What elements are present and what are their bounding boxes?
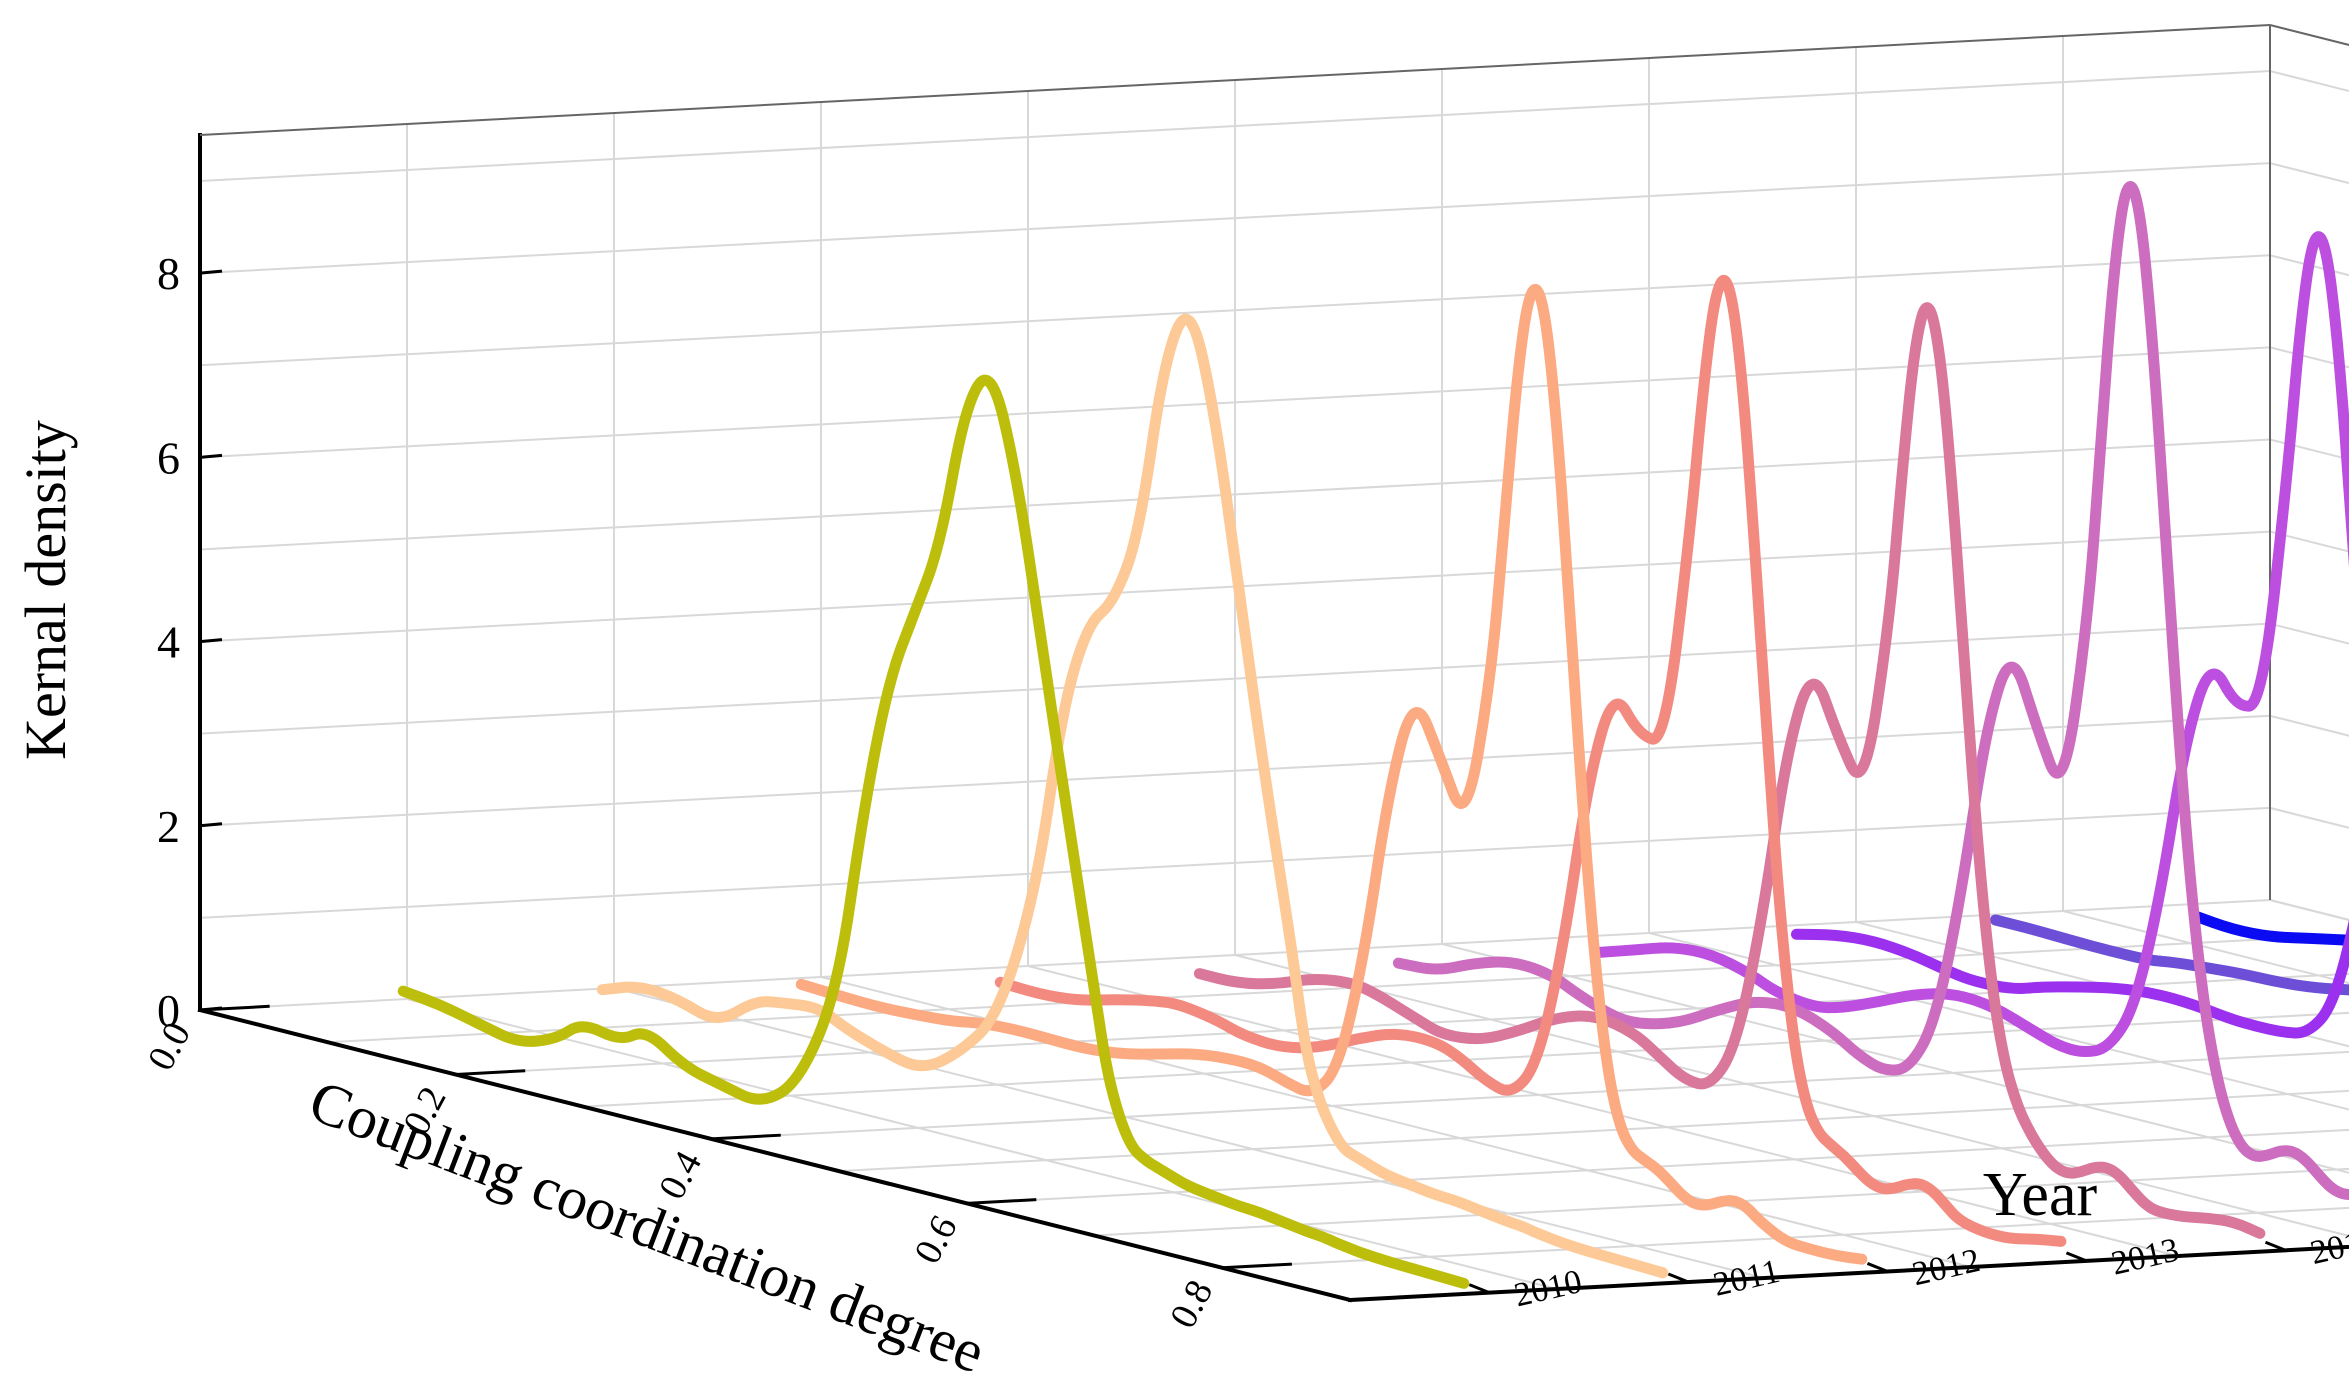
z-axis-title: Kernal density [13,420,78,760]
series-line-2015 [1392,181,2349,1200]
series-line-2017 [1791,919,2349,1039]
year-tick-label: 2013 [2108,1231,2183,1282]
x-tick-label: 0.8 [1162,1273,1221,1335]
z-tick-label: 6 [157,432,180,483]
z-tick-label: 2 [157,801,180,852]
series-line-2012 [795,284,1868,1265]
year-tick-label: 2012 [1909,1242,1984,1293]
year-tick-label: 2011 [1710,1253,1783,1304]
year-tick-label: 2014 [2307,1221,2349,1272]
z-tick-label: 0 [157,985,180,1036]
x-axis-title: Coupling coordination degree [301,1067,994,1385]
year-tick-label: 2010 [1511,1263,1586,1314]
grid [199,25,2349,1301]
series-line-2011 [596,313,1669,1279]
series-line-2018 [1990,914,2349,996]
series-line-2016 [1591,231,2349,1058]
series-line-2014 [1193,302,2266,1239]
series-line-2010 [397,374,1470,1289]
axes-frame [197,24,2349,1303]
z-tick-label: 8 [157,248,180,299]
x-tick-label: 0.0 [140,1016,199,1078]
series-line-2013 [994,274,2067,1247]
y-axis-title: Year [1983,1161,2098,1229]
x-tick-label: 0.6 [906,1209,965,1271]
z-tick-label: 4 [157,617,180,668]
density-series [397,181,2349,1289]
